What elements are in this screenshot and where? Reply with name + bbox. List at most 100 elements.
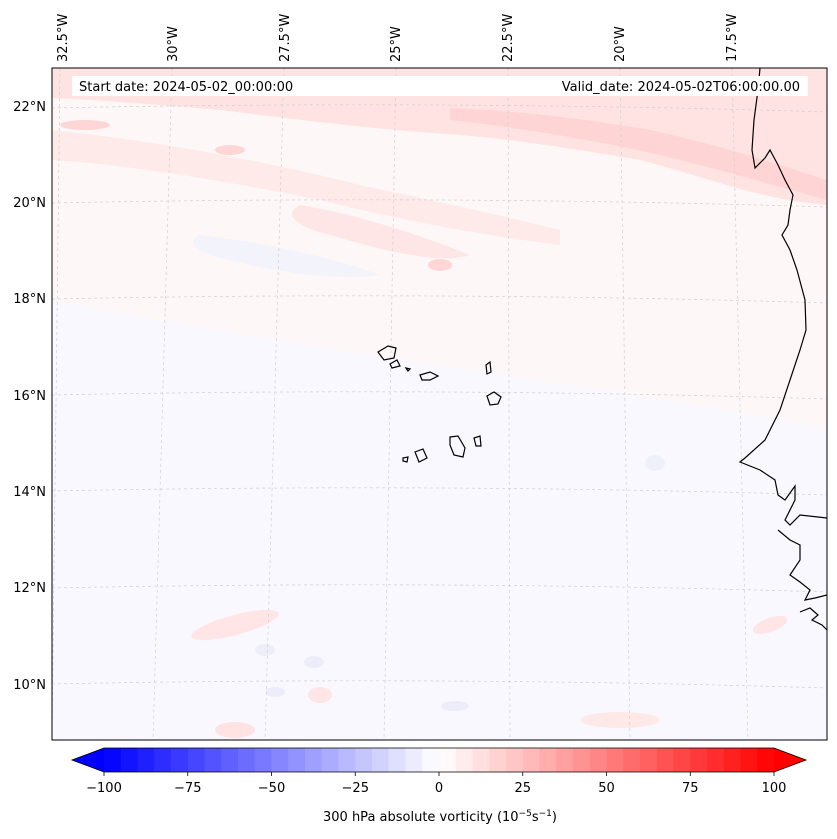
lon-label: 20°W — [613, 26, 628, 62]
lon-label: 25°W — [389, 26, 404, 62]
vorticity-patch — [580, 712, 660, 728]
colorbar: −100 −75 −50 −25 0 25 50 75 100 300 hPa absolute… — [70, 747, 808, 825]
lon-label: 22.5°W — [501, 14, 516, 62]
lat-label: 20°N — [13, 196, 46, 211]
colorbar-segment — [455, 748, 473, 772]
colorbar-arrow-right — [774, 748, 806, 772]
island-maio — [473, 435, 482, 447]
vorticity-patch — [752, 615, 788, 635]
colorbar-segment — [405, 748, 423, 772]
vorticity-band-mid — [52, 130, 560, 245]
vorticity-patch — [304, 656, 324, 668]
vorticity-patch — [255, 644, 275, 656]
colorbar-segment — [104, 748, 122, 772]
vorticity-band-core — [450, 108, 827, 200]
lat-label: 14°N — [13, 485, 46, 500]
colorbar-segment — [187, 748, 205, 772]
colorbar-tick-label: −25 — [342, 781, 369, 796]
vorticity-negative-patch — [192, 235, 380, 278]
map-panel: Start date: 2024-05-02_00:00:00 Valid_da… — [51, 67, 828, 741]
lon-label: 32.5°W — [56, 14, 71, 62]
colorbar-segment — [640, 748, 658, 772]
island-fogo — [414, 448, 428, 463]
lat-label: 10°N — [13, 678, 46, 693]
vorticity-patch — [215, 145, 245, 155]
colorbar-segment — [355, 748, 373, 772]
colorbar-label: 300 hPa absolute vorticity (10−5s−1) — [323, 809, 557, 825]
colorbar-segment — [522, 748, 540, 772]
colorbar-segment — [305, 748, 323, 772]
gridlines — [52, 68, 827, 740]
island-santiago — [449, 435, 466, 458]
colorbar-segment — [606, 748, 624, 772]
colorbar-segment — [757, 748, 775, 772]
island-santa-luzia — [404, 367, 412, 372]
lat-label: 18°N — [13, 292, 46, 307]
colorbar-tick-label: −100 — [86, 781, 122, 796]
lon-label: 17.5°W — [725, 14, 740, 62]
colorbar-segment — [707, 748, 725, 772]
africa-coastline — [738, 68, 827, 526]
lat-label: 16°N — [13, 389, 46, 404]
colorbar-segment — [589, 748, 607, 772]
colorbar-segment — [120, 748, 138, 772]
colorbar-segment — [204, 748, 222, 772]
lat-label: 22°N — [13, 100, 46, 115]
map-frame — [51, 67, 828, 741]
colorbar-segment — [372, 748, 390, 772]
lon-label: 30°W — [166, 26, 181, 62]
island-santo-antao — [377, 345, 397, 361]
colorbar-ticks: −100 −75 −50 −25 0 25 50 75 100 — [86, 772, 786, 796]
colorbar-segment — [154, 748, 172, 772]
guinea-coastline — [799, 607, 827, 631]
gambia-coastline — [777, 529, 827, 601]
colorbar-segment — [690, 748, 708, 772]
colorbar-segment — [271, 748, 289, 772]
colorbar-segment — [740, 748, 758, 772]
colorbar-segment — [573, 748, 591, 772]
valid-date-label: Valid_date: 2024-05-02T06:00:00.00 — [562, 80, 800, 95]
vorticity-patch — [60, 120, 110, 130]
colorbar-segment — [171, 748, 189, 772]
vorticity-patch — [215, 722, 255, 738]
colorbar-segment — [388, 748, 406, 772]
colorbar-segment — [422, 748, 440, 772]
colorbar-arrow-left — [72, 748, 104, 772]
island-sal — [485, 360, 492, 375]
colorbar-segment — [489, 748, 507, 772]
island-sao-nicolau — [419, 371, 440, 381]
vorticity-patch — [428, 259, 452, 271]
colorbar-tick-label: −75 — [174, 781, 201, 796]
colorbar-segment — [506, 748, 524, 772]
colorbar-tick-label: 0 — [435, 781, 443, 796]
islands — [377, 345, 502, 463]
colorbar-segment — [254, 748, 272, 772]
colorbar-segment — [472, 748, 490, 772]
lat-label: 12°N — [13, 581, 46, 596]
colorbar-segment — [338, 748, 356, 772]
colorbar-segment — [673, 748, 691, 772]
longitude-labels: 32.5°W 30°W 27.5°W 25°W 22.5°W 20°W 17.5… — [56, 14, 740, 62]
island-sao-vicente — [389, 359, 401, 369]
colorbar-segment — [439, 748, 457, 772]
latitude-labels: 22°N 20°N 18°N 16°N 14°N 12°N 10°N — [13, 100, 46, 693]
colorbar-segment — [288, 748, 306, 772]
vorticity-patch — [441, 701, 469, 711]
lon-label: 27.5°W — [278, 14, 293, 62]
colorbar-segment — [137, 748, 155, 772]
colorbar-segment — [623, 748, 641, 772]
vorticity-field — [52, 68, 827, 740]
colorbar-segment — [321, 748, 339, 772]
island-brava — [402, 456, 409, 463]
vorticity-patch — [645, 455, 665, 471]
colorbar-segment — [656, 748, 674, 772]
island-boa-vista — [486, 391, 502, 406]
colorbar-tick-label: 75 — [682, 781, 699, 796]
colorbar-segment — [539, 748, 557, 772]
colorbar-tick-label: −50 — [258, 781, 285, 796]
vorticity-patch — [191, 609, 279, 641]
start-date-label: Start date: 2024-05-02_00:00:00 — [79, 80, 293, 95]
vorticity-patch — [308, 687, 332, 703]
colorbar-segment — [723, 748, 741, 772]
coastlines — [738, 68, 827, 631]
